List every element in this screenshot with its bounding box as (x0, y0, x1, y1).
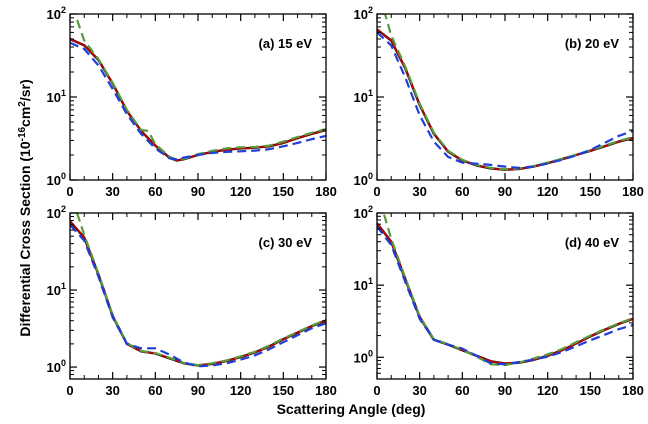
panel-b-x-tick-label: 150 (579, 184, 601, 199)
panel-b-series-4-line (377, 31, 633, 169)
panel-d-x-tick-label: 90 (498, 383, 512, 398)
panel-a-x-tick-label: 30 (105, 184, 119, 199)
y-axis-title-part1: Differential Cross Section (10 (17, 141, 33, 336)
panel-d-x-tick-label: 120 (537, 383, 559, 398)
panel-c-y-tick-label-exp: 2 (61, 204, 66, 214)
y-axis-title: Differential Cross Section (10-16cm2/sr) (17, 79, 34, 336)
panel-a-series-4-line (70, 41, 326, 161)
panel-a-y-tick-label-exp: 1 (61, 88, 66, 98)
y-axis-title-exp: -16 (17, 126, 28, 141)
panel-a-x-tick-label: 180 (315, 184, 337, 199)
panel-d-y-tick-label: 101 (354, 276, 373, 293)
panel-b-x-tick-label: 30 (412, 184, 426, 199)
panel-d-y-tick-label-base: 10 (354, 350, 368, 365)
panel-c-x-tick-label: 90 (191, 383, 205, 398)
panel-a-y-tick-label-base: 10 (47, 90, 61, 105)
panel-b-y-tick-label-base: 10 (354, 90, 368, 105)
panel-c-x-tick-label: 120 (230, 383, 252, 398)
panel-a-x-tick-label: 60 (148, 184, 162, 199)
panel-a-series-2-line (70, 38, 326, 162)
panel-d-y-tick-label-exp: 0 (368, 348, 373, 358)
panel-b-x-tick-label: 90 (498, 184, 512, 199)
panel-c-x-tick-label: 150 (272, 383, 294, 398)
panel-c-series-group (70, 213, 326, 368)
panel-c-y-tick-label: 100 (47, 358, 66, 375)
panel-c-y-tick-label: 102 (47, 204, 66, 221)
panel-d-x-tick-label: 0 (373, 383, 380, 398)
panel-d-label: (d) 40 eV (565, 235, 620, 250)
panel-b-x-tick-label: 60 (455, 184, 469, 199)
panel-a-y-tick-label-exp: 2 (61, 5, 66, 15)
panel-a-series-3-line (76, 19, 326, 161)
panel-d-y-tick-label-exp: 2 (368, 204, 373, 214)
panel-c-series-3-line (76, 213, 326, 367)
panel-a-y-tick-label: 101 (47, 88, 66, 105)
panel-c-y-tick-label-base: 10 (47, 283, 61, 298)
panel-c-series-4-line (70, 224, 326, 368)
panel-c-x-tick-label: 60 (148, 383, 162, 398)
x-axis-title: Scattering Angle (deg) (277, 401, 426, 417)
panel-c-x-tick-label: 30 (105, 383, 119, 398)
panel-c-y-tick-label-exp: 0 (61, 358, 66, 368)
panel-d-series-4-line (377, 225, 633, 366)
panel-c-x-tick-label: 0 (66, 383, 73, 398)
panel-b-y-tick-label-base: 10 (354, 7, 368, 22)
panel-c-x-tick-label: 180 (315, 383, 337, 398)
panel-b-x-tick-label: 120 (537, 184, 559, 199)
panel-c-y-tick-label-exp: 1 (61, 281, 66, 291)
panel-a-x-tick-label: 120 (230, 184, 252, 199)
y-axis-title-exp2: 2 (17, 101, 28, 107)
y-axis-title-part3: /sr) (17, 79, 33, 101)
panel-a-y-tick-label-base: 10 (47, 7, 61, 22)
panel-a-y-tick-label: 102 (47, 5, 66, 22)
panel-b-x-tick-label: 0 (373, 184, 380, 199)
panel-d-x-tick-label: 30 (412, 383, 426, 398)
panel-d-x-tick-label: 150 (579, 383, 601, 398)
panel-a-label: (a) 15 eV (259, 36, 313, 51)
panel-b-y-tick-label: 102 (354, 5, 373, 22)
panel-d-y-tick-label: 102 (354, 204, 373, 221)
y-axis-title-part2: cm (17, 107, 33, 127)
panel-a-x-tick-label: 150 (272, 184, 294, 199)
panel-c-y-tick-label: 101 (47, 281, 66, 298)
panel-d-series-group (377, 214, 633, 367)
panel-b-y-tick-label-exp: 0 (368, 171, 373, 181)
panel-c-y-tick-label-base: 10 (47, 206, 61, 221)
panel-b-label: (b) 20 eV (565, 36, 620, 51)
panel-b-y-tick-label-exp: 2 (368, 5, 373, 15)
panel-d-x-tick-label: 180 (622, 383, 644, 398)
panel-c-y-tick-label-base: 10 (47, 360, 61, 375)
panel-d-y-tick-label-base: 10 (354, 278, 368, 293)
panel-c-label: (c) 30 eV (259, 235, 313, 250)
panel-a-y-tick-label-base: 10 (47, 173, 61, 188)
panel-d-y-tick-label: 100 (354, 348, 373, 365)
panel-d-y-tick-label-base: 10 (354, 206, 368, 221)
panel-a-x-tick-label: 0 (66, 184, 73, 199)
panel-d-x-tick-label: 60 (455, 383, 469, 398)
panel-b-series-3-line (383, 14, 633, 171)
panel-a-x-tick-label: 90 (191, 184, 205, 199)
panel-a-y-tick-label: 100 (47, 171, 66, 188)
panel-b-y-tick-label: 101 (354, 88, 373, 105)
panel-b-x-tick-label: 180 (622, 184, 644, 199)
panel-b-y-tick-label-base: 10 (354, 173, 368, 188)
panel-a-series-group (70, 19, 326, 162)
panel-a-y-tick-label-exp: 0 (61, 171, 66, 181)
panel-b-series-group (377, 14, 633, 171)
panel-d-y-tick-label-exp: 1 (368, 276, 373, 286)
panel-b-y-tick-label-exp: 1 (368, 88, 373, 98)
panel-b-y-tick-label: 100 (354, 171, 373, 188)
